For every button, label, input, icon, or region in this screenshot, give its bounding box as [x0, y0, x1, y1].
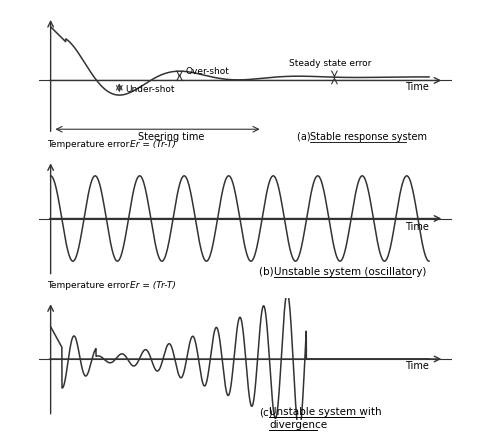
Text: Unstable system (oscillatory): Unstable system (oscillatory) — [274, 266, 426, 276]
Text: (a): (a) — [297, 132, 313, 141]
Text: (c): (c) — [259, 406, 273, 417]
Text: Time: Time — [405, 360, 429, 371]
Text: Over-shot: Over-shot — [185, 67, 229, 76]
Text: Steady state error: Steady state error — [289, 59, 371, 68]
Text: Steering time: Steering time — [137, 132, 204, 141]
Text: divergence: divergence — [270, 419, 327, 429]
Text: Stable response system: Stable response system — [310, 132, 427, 141]
Text: Er = (Tr-T): Er = (Tr-T) — [130, 140, 176, 149]
Text: Under-shot: Under-shot — [125, 85, 174, 94]
Text: (b): (b) — [259, 266, 276, 276]
Text: Time: Time — [405, 221, 429, 231]
Text: Temperature error: Temperature error — [48, 280, 136, 289]
Text: Er = (Tr-T): Er = (Tr-T) — [130, 280, 176, 289]
Text: Unstable system with: Unstable system with — [270, 406, 382, 417]
Text: Temperature error: Temperature error — [48, 140, 136, 149]
Text: Time: Time — [405, 82, 429, 92]
